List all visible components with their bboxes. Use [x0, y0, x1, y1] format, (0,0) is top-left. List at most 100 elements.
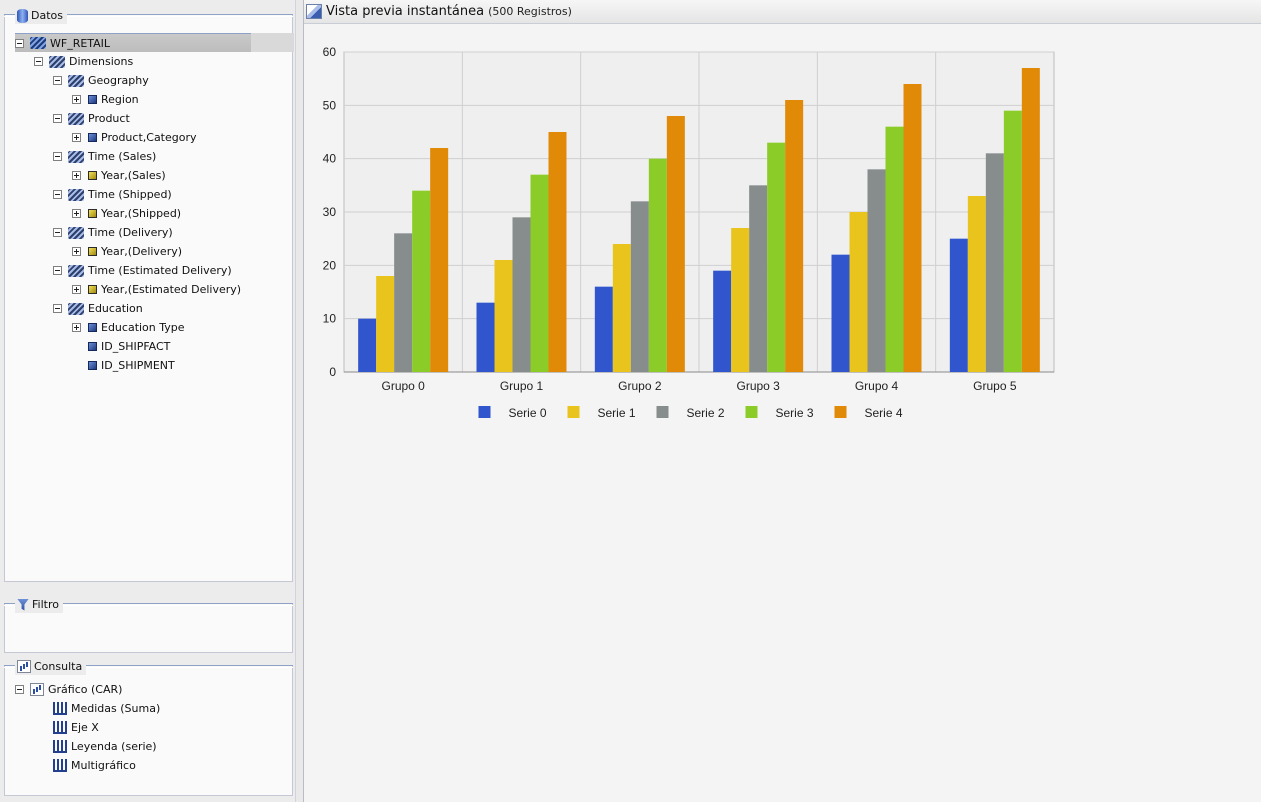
collapse-icon[interactable] — [15, 685, 24, 694]
filter-panel-header: Filtro — [15, 596, 63, 613]
data-panel: Datos WF_RETAIL Dimensions Geography Region… — [4, 7, 294, 582]
database-icon — [17, 8, 28, 23]
bar — [430, 148, 449, 372]
tree-item[interactable]: Year,(Delivery) — [72, 242, 182, 261]
bars-icon — [53, 721, 67, 734]
tree-item[interactable]: Product,Category — [72, 128, 197, 147]
bar — [358, 318, 377, 372]
tree-item[interactable]: Eje X — [45, 718, 99, 737]
collapse-icon[interactable] — [53, 76, 62, 85]
expand-icon[interactable] — [72, 285, 81, 294]
bar — [731, 228, 750, 372]
bar — [785, 100, 804, 372]
y-tick-label: 30 — [323, 205, 337, 219]
bar — [376, 276, 395, 372]
preview-header: Vista previa instantánea (500 Registros) — [304, 0, 1261, 24]
hierarchy-icon — [68, 112, 84, 125]
expand-icon[interactable] — [72, 209, 81, 218]
field-icon — [88, 95, 97, 104]
tree-item-label: Product,Category — [101, 131, 197, 144]
tree-item-label: Gráfico (CAR) — [48, 683, 123, 696]
bar — [612, 244, 631, 372]
tree-item[interactable]: Product — [53, 109, 130, 128]
bar — [903, 84, 922, 372]
y-tick-label: 0 — [329, 365, 336, 379]
panel-top-rule — [4, 603, 293, 606]
tree-item-label: Eje X — [71, 721, 99, 734]
tree-item[interactable]: Time (Shipped) — [53, 185, 172, 204]
tree-item-label: Region — [101, 93, 139, 106]
tree-item[interactable]: WF_RETAIL — [15, 33, 251, 52]
collapse-icon[interactable] — [15, 38, 24, 48]
legend-swatch — [745, 406, 758, 418]
legend-swatch — [567, 406, 580, 418]
tree-item[interactable]: Region — [72, 90, 139, 109]
tree-item-label: Year,(Delivery) — [101, 245, 183, 258]
x-tick-label: Grupo 0 — [381, 379, 425, 393]
bar — [849, 212, 868, 372]
bar — [594, 286, 613, 372]
bar — [394, 233, 413, 372]
tree-item[interactable]: Year,(Estimated Delivery) — [72, 280, 241, 299]
preview-record-count: (500 Registros) — [488, 5, 572, 18]
collapse-icon[interactable] — [53, 190, 62, 199]
collapse-icon[interactable] — [53, 114, 62, 123]
x-tick-label: Grupo 4 — [855, 379, 899, 393]
collapse-icon[interactable] — [53, 152, 62, 161]
tree-item[interactable]: Geography — [53, 71, 149, 90]
bar — [949, 238, 968, 372]
tree-item[interactable]: Medidas (Suma) — [45, 699, 160, 718]
filter-panel[interactable]: Filtro — [4, 596, 293, 653]
bar — [749, 185, 768, 372]
tree-item[interactable]: ID_SHIPFACT — [72, 337, 170, 356]
preview-icon — [306, 4, 322, 19]
y-tick-label: 10 — [323, 312, 337, 326]
filter-panel-title: Filtro — [32, 598, 59, 611]
expand-icon[interactable] — [72, 95, 81, 104]
legend-swatch — [834, 406, 847, 418]
collapse-icon[interactable] — [34, 57, 43, 66]
tree-item-label: Product — [88, 112, 130, 125]
tree-item[interactable]: Time (Sales) — [53, 147, 156, 166]
expand-icon[interactable] — [72, 323, 81, 332]
field-icon — [88, 323, 97, 332]
bar — [831, 254, 850, 372]
collapse-icon[interactable] — [53, 266, 62, 275]
tree-item[interactable]: Leyenda (serie) — [45, 737, 157, 756]
tree-item[interactable]: Multigráfico — [45, 756, 136, 775]
bar — [767, 142, 786, 372]
collapse-icon[interactable] — [53, 228, 62, 237]
tree-item[interactable]: ID_SHIPMENT — [72, 356, 175, 375]
expand-icon[interactable] — [72, 171, 81, 180]
tree-item[interactable]: Year,(Sales) — [72, 166, 166, 185]
expand-icon[interactable] — [72, 247, 81, 256]
tree-item-label: Education — [88, 302, 143, 315]
expand-icon[interactable] — [72, 133, 81, 142]
tree-item-label: Time (Sales) — [88, 150, 157, 163]
query-panel-header: Consulta — [15, 658, 87, 675]
tree-item[interactable]: Gráfico (CAR) — [15, 680, 122, 699]
panel-top-rule — [4, 14, 293, 17]
tree-item-label: Dimensions — [69, 55, 134, 68]
tree-item[interactable]: Time (Delivery) — [53, 223, 173, 242]
tree-item-label: Time (Estimated Delivery) — [88, 264, 232, 277]
tree-item[interactable]: Education Type — [72, 318, 185, 337]
x-tick-label: Grupo 2 — [618, 379, 662, 393]
date-field-icon — [88, 285, 97, 294]
left-sidebar: Datos WF_RETAIL Dimensions Geography Region… — [0, 0, 296, 802]
tree-item[interactable]: Time (Estimated Delivery) — [53, 261, 232, 280]
tree-item-label: Multigráfico — [71, 759, 136, 772]
tree-item-label: Time (Shipped) — [88, 188, 172, 201]
tree-item[interactable]: Year,(Shipped) — [72, 204, 181, 223]
field-icon — [88, 361, 97, 370]
hierarchy-icon — [68, 302, 84, 315]
bar — [648, 158, 667, 372]
field-icon — [88, 342, 97, 351]
bar — [630, 201, 649, 372]
collapse-icon[interactable] — [53, 304, 62, 313]
bar — [1003, 110, 1022, 373]
tree-item[interactable]: Dimensions — [34, 52, 133, 71]
bar — [476, 302, 495, 372]
tree-item[interactable]: Education — [53, 299, 143, 318]
